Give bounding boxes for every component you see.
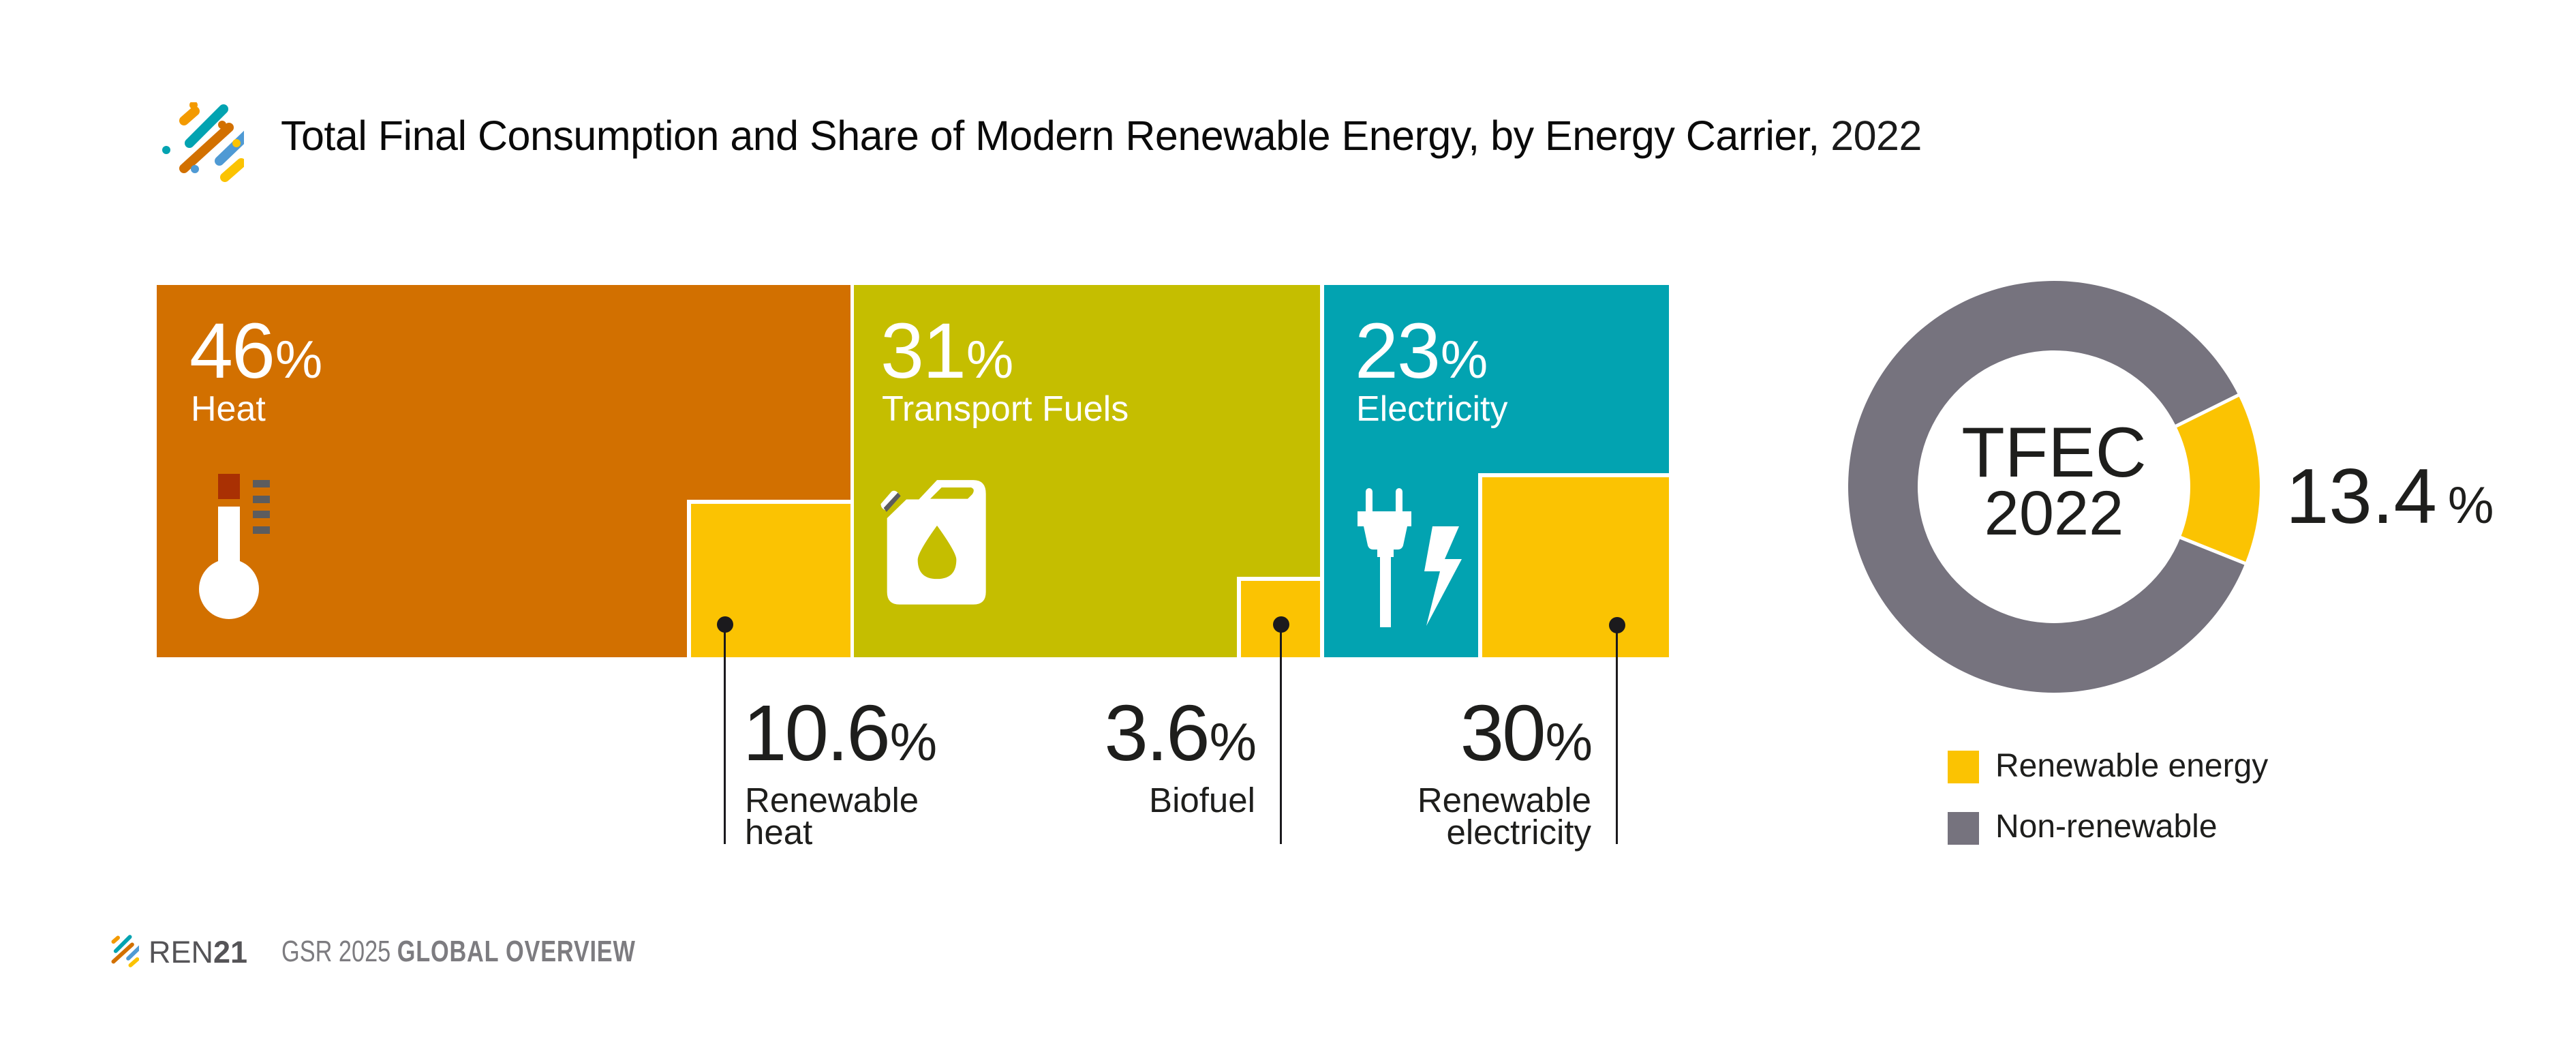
electricity-label: Electricity	[1356, 389, 1508, 429]
biofuel-label-line1: Biofuel	[1149, 781, 1255, 820]
heat-share-unit: %	[275, 329, 323, 389]
renewable-heat-label-line2: heat	[745, 813, 813, 852]
donut-slice-renewable	[2176, 395, 2260, 564]
heat-label: Heat	[191, 389, 266, 429]
donut-separator	[2178, 535, 2248, 566]
renewable-electricity-label: Renewable electricity	[1417, 781, 1591, 852]
renewable-heat-block	[687, 500, 850, 657]
donut-slice-non-renewable	[1848, 280, 2245, 693]
renewable-electricity-label-line1: Renewable	[1417, 781, 1591, 820]
chart-title: Total Final Consumption and Share of Mod…	[281, 115, 1922, 157]
renewable-heat-label: Renewable heat	[745, 781, 919, 852]
biofuel-number: 3.6	[1104, 689, 1210, 777]
footer-publication: GSR 2025 GLOBAL OVERVIEW	[281, 937, 636, 967]
legend-swatch-renewable	[1948, 751, 1979, 783]
renewable-electricity-value: 30%	[1460, 693, 1593, 772]
electricity-share-value: 23%	[1355, 312, 1488, 391]
renewable-electricity-number: 30	[1460, 689, 1546, 777]
donut-center-label: TFEC 2022	[1952, 413, 2156, 548]
transport-share-number: 31	[880, 307, 966, 395]
transport-share-unit: %	[966, 329, 1014, 389]
thermometer-icon	[199, 474, 270, 619]
donut-renewable-value: 13.4%	[2286, 458, 2494, 536]
renewable-electricity-label-line2: electricity	[1446, 813, 1591, 852]
plug-lightning-icon	[1358, 488, 1462, 627]
renewable-electricity-unit: %	[1545, 712, 1593, 772]
biofuel-leader-line	[1280, 625, 1282, 844]
tfec-donut-chart	[1848, 280, 2260, 693]
renewable-heat-label-line1: Renewable	[745, 781, 919, 820]
footer-brand-bold: 21	[213, 935, 248, 970]
ren21-stripes-icon	[162, 102, 244, 182]
legend-swatch-non-renewable	[1948, 812, 1979, 845]
chart-title-main: Total Final Consumption and Share of Mod…	[281, 112, 1820, 159]
renewable-electricity-leader-line	[1616, 625, 1618, 844]
transport-share-value: 31%	[880, 312, 1013, 391]
footer-publication-bold: GLOBAL OVERVIEW	[397, 935, 636, 968]
renewable-heat-value: 10.6%	[743, 693, 937, 772]
footer-ren21-logo-icon	[111, 935, 139, 967]
donut-renewable-unit: %	[2447, 477, 2494, 535]
donut-center-line1: TFEC	[1961, 413, 2147, 492]
donut-center-line2: 2022	[1984, 479, 2124, 548]
renewable-heat-unit: %	[889, 712, 938, 772]
heat-share-value: 46%	[189, 312, 322, 391]
transport-label: Transport Fuels	[882, 389, 1129, 429]
heat-share-number: 46	[189, 307, 275, 395]
legend-label-renewable: Renewable energy	[1995, 748, 2269, 784]
fuel-canister-icon	[880, 480, 986, 605]
electricity-share-unit: %	[1440, 329, 1488, 389]
legend-label-non-renewable: Non-renewable	[1995, 809, 2218, 845]
electricity-share-number: 23	[1355, 307, 1441, 395]
biofuel-value: 3.6%	[1104, 693, 1257, 772]
footer-brand: REN21	[149, 937, 247, 967]
renewable-heat-number: 10.6	[743, 689, 891, 777]
chart-title-year: 2022	[1819, 112, 1922, 159]
renewable-heat-leader-line	[724, 625, 726, 844]
donut-renewable-number: 13.4	[2286, 453, 2437, 540]
renewable-electricity-block	[1478, 473, 1669, 657]
donut-separator	[2174, 393, 2241, 429]
biofuel-label: Biofuel	[1149, 781, 1255, 820]
footer-publication-light: GSR 2025	[281, 935, 397, 968]
biofuel-unit: %	[1209, 712, 1257, 772]
footer-brand-light: REN	[149, 935, 214, 970]
